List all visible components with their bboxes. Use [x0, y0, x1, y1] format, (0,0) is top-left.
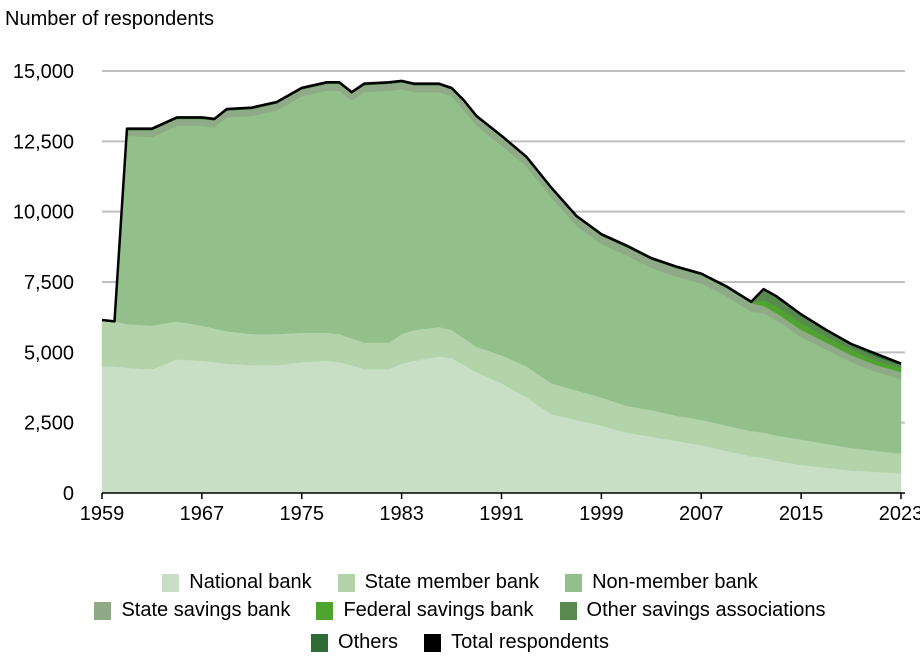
x-tick-label: 1991 [479, 503, 524, 525]
x-tick-label: 2023 [879, 503, 920, 525]
legend-item: Others [311, 631, 398, 654]
y-tick-label: 12,500 [13, 131, 74, 153]
legend-swatch [559, 601, 577, 620]
legend-item: Total respondents [424, 631, 609, 654]
y-tick-label: 2,500 [24, 413, 74, 435]
y-axis-title: Number of respondents [5, 8, 214, 30]
y-tick-label: 7,500 [24, 272, 74, 294]
x-tick-label: 2007 [679, 503, 724, 525]
x-tick-label: 1967 [180, 503, 225, 525]
legend-label: Federal savings bank [343, 599, 534, 621]
legend-label: State member bank [364, 571, 540, 593]
legend-label: State savings bank [121, 599, 291, 621]
legend-swatch [565, 573, 583, 592]
legend-swatch [316, 601, 334, 620]
legend-label: Other savings associations [586, 599, 826, 621]
legend-label: Total respondents [451, 631, 609, 653]
y-tick-label: 10,000 [13, 202, 74, 224]
line-total-respondents [101, 79, 902, 365]
legend-label: Others [338, 631, 399, 653]
legend-swatch [424, 633, 442, 652]
legend-swatch [311, 633, 329, 652]
legend-swatch [94, 601, 112, 620]
y-tick-label: 5,000 [24, 342, 74, 364]
x-tick-label: 1975 [280, 503, 325, 525]
y-tick-label: 15,000 [13, 61, 74, 83]
legend-label: National bank [189, 571, 312, 593]
legend-item: State member bank [337, 571, 540, 594]
legend-label: Non-member bank [592, 571, 758, 593]
x-tick-label: 1999 [579, 503, 624, 525]
x-tick-label: 2015 [779, 503, 824, 525]
x-tick-label: 1983 [379, 503, 424, 525]
legend-item: Non-member bank [565, 571, 758, 594]
legend-item: State savings bank [94, 599, 290, 622]
legend-item: Other savings associations [559, 599, 826, 622]
legend-swatch [162, 573, 180, 592]
y-tick-label: 0 [63, 483, 74, 505]
x-tick-label: 1959 [80, 503, 125, 525]
legend-item: Federal savings bank [316, 599, 534, 622]
legend-swatch [337, 573, 355, 592]
legend-item: National bank [162, 571, 312, 594]
